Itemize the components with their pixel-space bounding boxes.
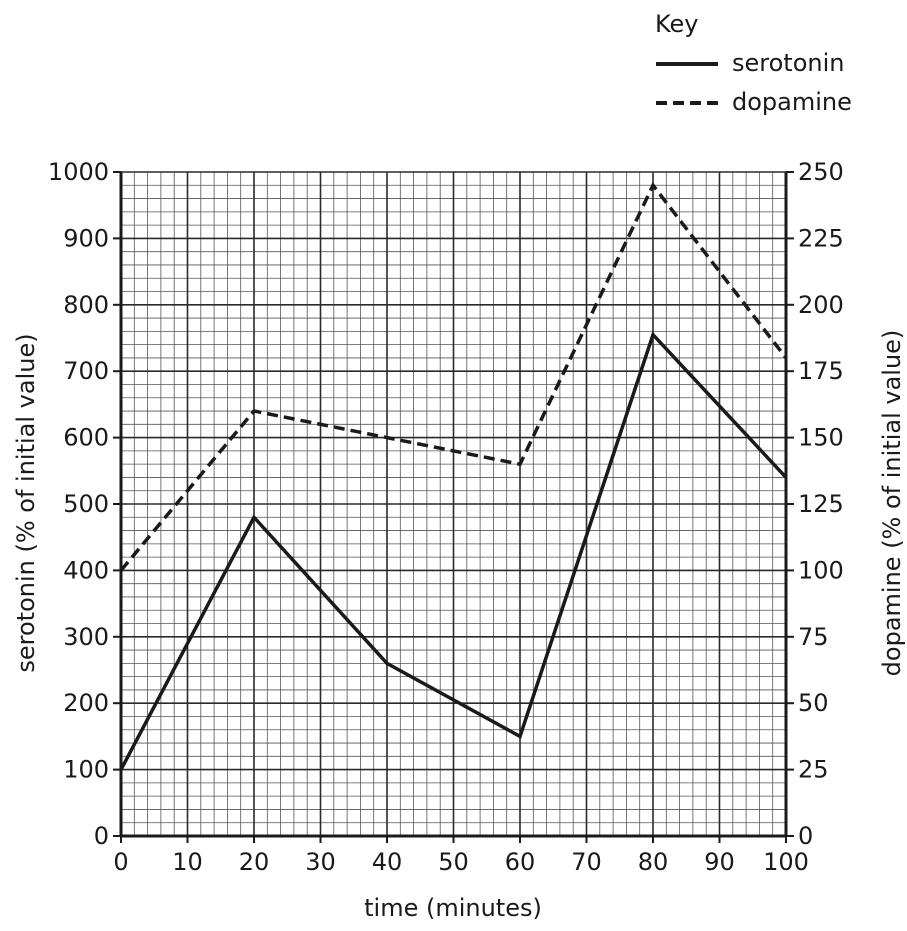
y-left-tick-label: 700 <box>63 357 109 385</box>
x-tick-label: 0 <box>113 848 128 876</box>
x-tick-label: 10 <box>172 848 203 876</box>
y-right-tick-label: 125 <box>798 490 844 518</box>
x-tick-label: 50 <box>438 848 469 876</box>
legend: Key serotonin dopamine <box>655 10 852 116</box>
tick-labels: 0 10 20 30 40 50 60 70 80 90 100010020030040050060… <box>48 158 844 876</box>
y-right-tick-label: 25 <box>798 756 829 784</box>
y-right-tick-label: 75 <box>798 623 829 651</box>
legend-serotonin-label: serotonin <box>732 49 844 77</box>
x-tick-label: 90 <box>704 848 735 876</box>
x-tick-label: 60 <box>505 848 536 876</box>
legend-title: Key <box>655 10 699 38</box>
major-grid <box>120 171 787 837</box>
y-right-tick-label: 100 <box>798 556 844 584</box>
y-left-tick-label: 500 <box>63 490 109 518</box>
tick-marks <box>113 171 794 843</box>
y-right-tick-label: 0 <box>798 822 813 850</box>
y-left-tick-label: 0 <box>94 822 109 850</box>
y-right-tick-label: 200 <box>798 291 844 319</box>
y-left-tick-label: 800 <box>63 291 109 319</box>
y-right-tick-label: 250 <box>798 158 844 186</box>
y-left-tick-label: 400 <box>63 556 109 584</box>
series-line-dopamine <box>119 181 788 572</box>
y-right-tick-label: 175 <box>798 357 844 385</box>
series-line-serotonin <box>119 331 788 771</box>
y-left-tick-label: 1000 <box>48 158 109 186</box>
y-right-axis-title: dopamine (% of initial value) <box>878 330 906 677</box>
y-right-tick-label: 225 <box>798 224 844 252</box>
legend-dopamine-label: dopamine <box>732 88 852 116</box>
x-tick-label: 20 <box>239 848 270 876</box>
x-tick-label: 70 <box>571 848 602 876</box>
y-left-tick-label: 600 <box>63 424 109 452</box>
x-tick-label: 30 <box>305 848 336 876</box>
y-right-tick-label: 150 <box>798 424 844 452</box>
x-tick-label: 100 <box>763 848 809 876</box>
y-left-tick-label: 200 <box>63 689 109 717</box>
y-left-tick-label: 900 <box>63 224 109 252</box>
y-left-axis-title: serotonin (% of initial value) <box>12 333 40 672</box>
y-right-tick-label: 50 <box>798 689 829 717</box>
y-left-tick-label: 100 <box>63 756 109 784</box>
x-axis-title: time (minutes) <box>364 894 542 922</box>
y-left-tick-label: 300 <box>63 623 109 651</box>
series-layer <box>119 181 788 771</box>
x-tick-label: 80 <box>638 848 669 876</box>
x-tick-label: 40 <box>372 848 403 876</box>
